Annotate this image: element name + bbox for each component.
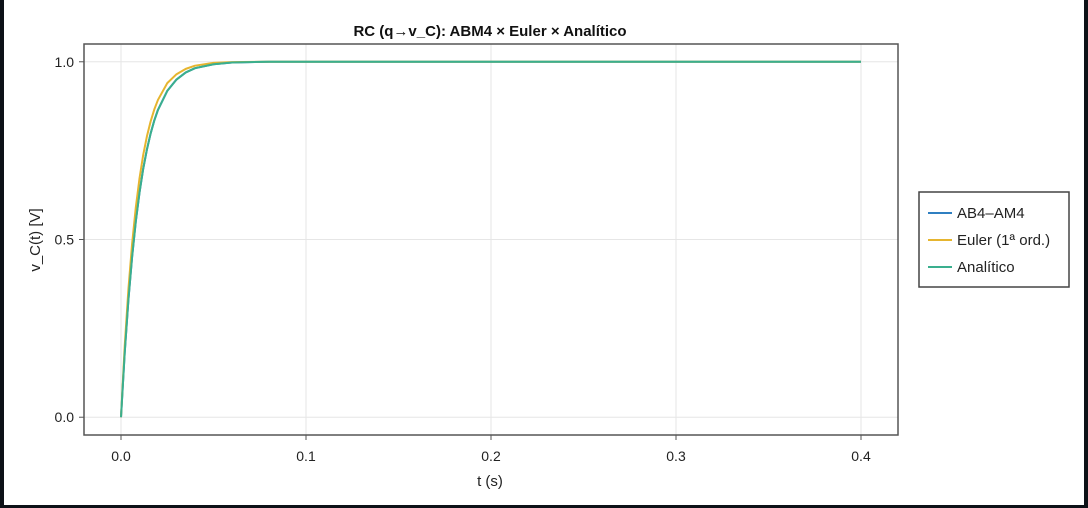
y-tick-label: 1.0 — [55, 54, 75, 70]
x-tick-label: 0.0 — [111, 448, 131, 464]
x-axis-label: t (s) — [477, 473, 503, 490]
legend-label: Euler (1ª ord.) — [957, 232, 1050, 249]
x-tick-label: 0.4 — [851, 448, 871, 464]
series-layer — [120, 60, 861, 418]
legend: AB4–AM4 Euler (1ª ord.) Analítico — [918, 191, 1070, 288]
legend-label: Analítico — [957, 259, 1015, 276]
chart-figure: RC (q→v_C): ABM4 × Euler × Analítico 0.0… — [4, 0, 1084, 505]
x-axis-ticks: 0.0 0.1 0.2 0.3 0.4 — [111, 435, 871, 464]
series-line — [120, 60, 861, 418]
legend-label: AB4–AM4 — [957, 205, 1025, 222]
chart-title: RC (q→v_C): ABM4 × Euler × Analítico — [353, 23, 626, 40]
y-axis-label: v_C(t) [V] — [27, 208, 44, 271]
x-tick-label: 0.2 — [481, 448, 501, 464]
chart-svg: RC (q→v_C): ABM4 × Euler × Analítico 0.0… — [27, 23, 1070, 490]
y-tick-label: 0.0 — [55, 409, 75, 425]
x-tick-label: 0.3 — [666, 448, 686, 464]
y-tick-label: 0.5 — [55, 232, 75, 248]
x-tick-label: 0.1 — [296, 448, 316, 464]
y-axis-ticks: 0.0 0.5 1.0 — [55, 54, 84, 425]
grid-lines — [84, 44, 898, 435]
